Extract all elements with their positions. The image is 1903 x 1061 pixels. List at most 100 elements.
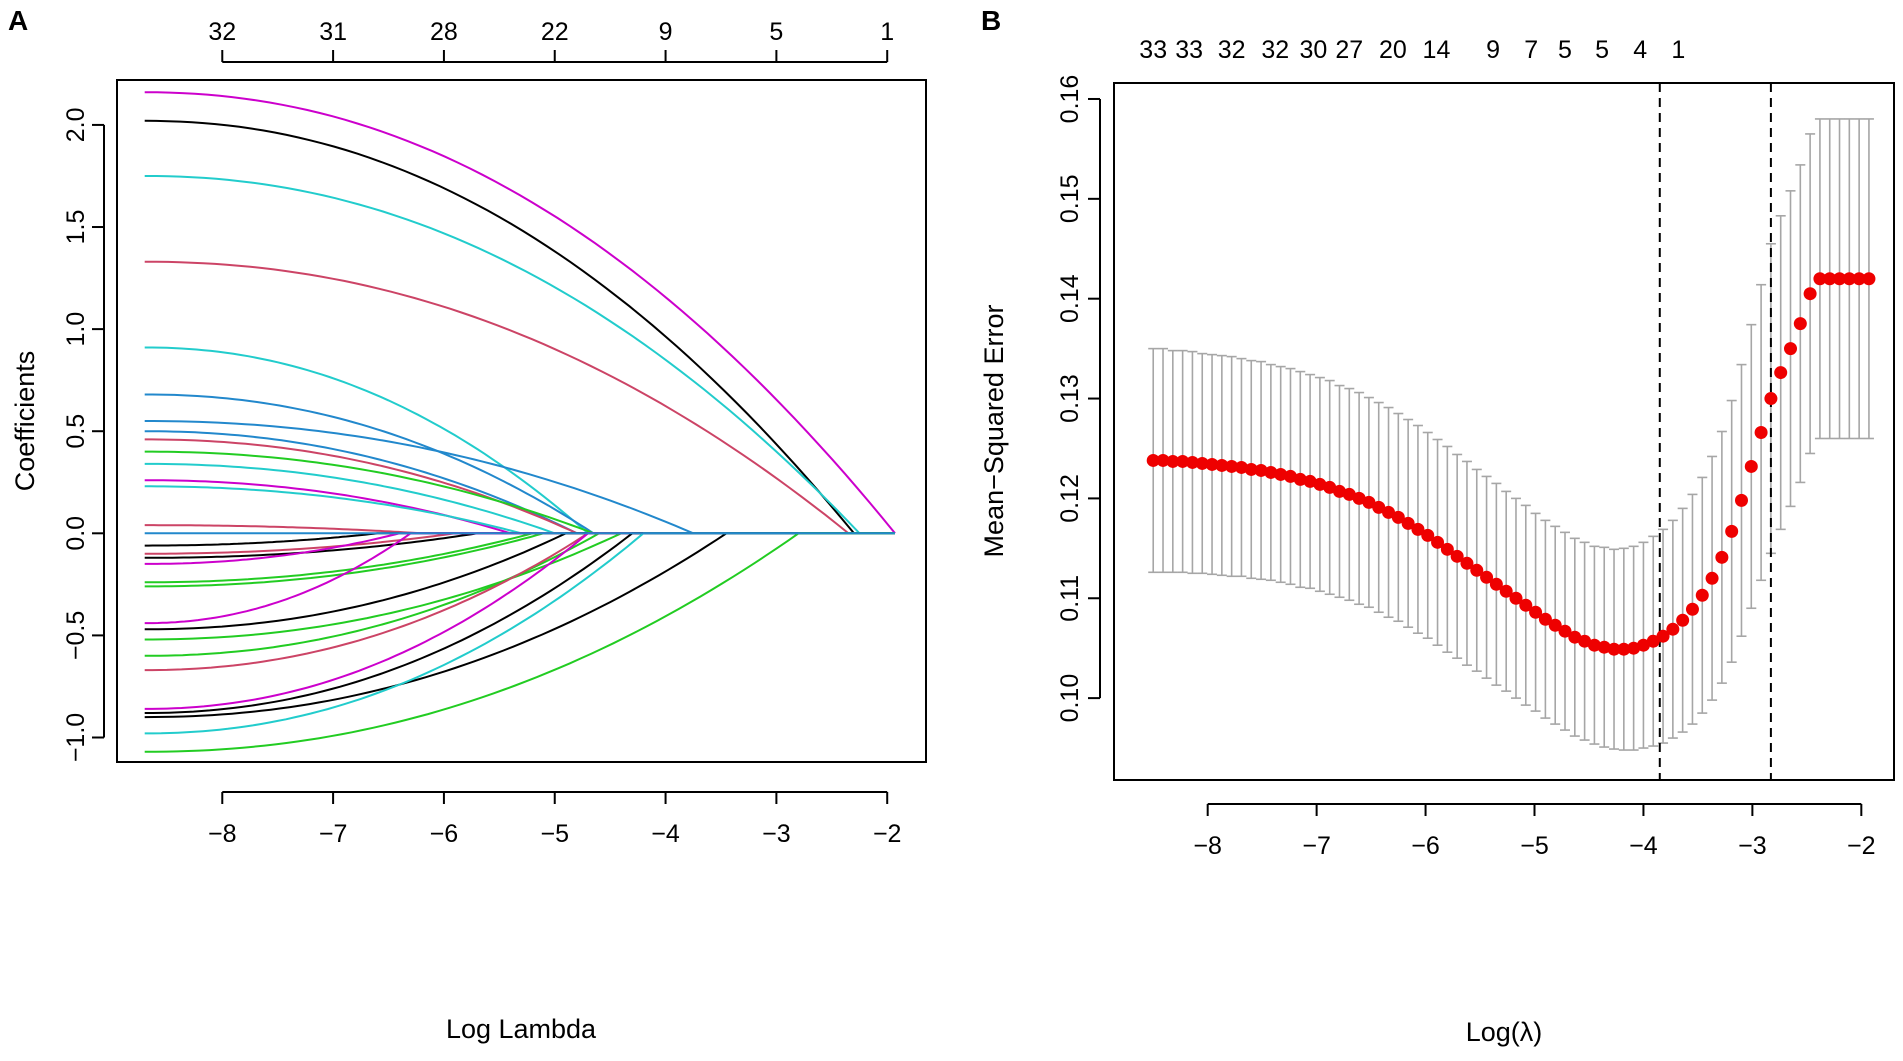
panel-a-x-tick-label: −5	[540, 820, 569, 848]
panel-b-x-tick-label: −6	[1411, 832, 1440, 860]
mse-point	[1323, 480, 1337, 494]
mse-point	[1293, 472, 1307, 486]
coefficient-path-3	[144, 175, 895, 535]
panel-a-x-tick-label: −6	[430, 820, 459, 848]
mse-point	[1234, 460, 1248, 474]
panel-b-x-axis-title: Log(λ)	[1466, 1017, 1543, 1047]
panel-b-y-axis: 0.10 0.11 0.12 0.13 0.14 0.15 0.16	[1056, 75, 1101, 722]
panel-b-top-tick-label: 9	[1486, 36, 1500, 64]
mse-point	[1244, 462, 1258, 476]
mse-point	[1195, 456, 1209, 470]
panel-b-top-tick-label: 32	[1261, 36, 1289, 64]
mse-point	[1411, 522, 1425, 536]
coefficient-path-22	[144, 532, 895, 631]
panel-a-y-axis-title: Coefficients	[10, 351, 40, 492]
mse-point	[1489, 577, 1503, 591]
mse-point	[1185, 455, 1199, 469]
panel-b-frame	[1113, 82, 1895, 781]
coefficient-path-29	[144, 532, 895, 735]
panel-b-y-tick-label: 0.12	[1056, 474, 1084, 523]
mse-point	[1793, 317, 1807, 331]
mse-point	[1146, 453, 1160, 467]
panel-a-top-tick-label: 31	[319, 18, 347, 46]
coefficient-path-20	[144, 532, 895, 588]
mse-point	[1813, 272, 1827, 286]
panel-a-x-tick-label: −3	[762, 820, 791, 848]
panel-b-x-axis: −8 −7 −6 −5 −4 −3 −2	[1193, 803, 1876, 860]
panel-b-x-tick-label: −4	[1629, 832, 1658, 860]
panel-a-top-tick-label: 1	[880, 18, 894, 46]
coefficient-path-21	[144, 532, 895, 625]
mse-point	[1656, 629, 1670, 643]
mse-point	[1685, 602, 1699, 616]
mse-point	[1842, 272, 1856, 286]
panel-a-series-group	[144, 91, 896, 753]
mse-point	[1568, 630, 1582, 644]
panel-a-x-tick-label: −8	[208, 820, 237, 848]
panel-b-y-tick-label: 0.16	[1056, 75, 1084, 124]
panel-a-top-axis: 32 31 28 22 9 5 1	[208, 18, 894, 63]
panel-b-x-tick-label: −5	[1520, 832, 1549, 860]
mse-point	[1852, 272, 1866, 286]
mse-point	[1391, 510, 1405, 524]
panel-b-cross-validation: B −8 −7 −6 −5 −4 −3 −2 0.100.110.120.130.140.1…	[979, 5, 1895, 1047]
mse-point	[1744, 459, 1758, 473]
mse-point	[1372, 500, 1386, 514]
coefficient-path-19	[144, 532, 895, 584]
panel-a-top-tick-label: 28	[430, 18, 458, 46]
mse-point	[1176, 454, 1190, 468]
coefficient-path-30	[144, 532, 895, 753]
panel-b-top-tick-label: 32	[1218, 36, 1246, 64]
mse-point	[1470, 563, 1484, 577]
panel-b-lambda-lines	[1658, 83, 1772, 780]
coefficient-path-26	[144, 532, 895, 710]
coefficient-path-7	[144, 420, 895, 535]
mse-point	[1225, 459, 1239, 473]
mse-point	[1823, 272, 1837, 286]
panel-a-x-tick-label: −2	[873, 820, 902, 848]
mse-point	[1303, 474, 1317, 488]
panel-a-x-axis: −8 −7 −6 −5 −4 −3 −2	[208, 791, 902, 848]
panel-a-x-axis-title: Log Lambda	[446, 1014, 597, 1044]
mse-point	[1754, 425, 1768, 439]
panel-b-x-tick-label: −2	[1847, 832, 1876, 860]
mse-point	[1440, 542, 1454, 556]
coefficient-path-1	[144, 91, 896, 534]
mse-point	[1725, 524, 1739, 538]
panel-b-y-axis-title: Mean−Squared Error	[979, 305, 1009, 558]
mse-point	[1509, 591, 1523, 605]
mse-point	[1519, 598, 1533, 612]
panel-a-x-tick-label: −7	[319, 820, 348, 848]
mse-point	[1421, 528, 1435, 542]
panel-b-x-tick-label: −3	[1738, 832, 1767, 860]
panel-b-top-tick-label: 7	[1524, 36, 1538, 64]
mse-point	[1382, 505, 1396, 519]
panel-a-top-tick-label: 9	[659, 18, 673, 46]
mse-point	[1666, 622, 1680, 636]
coefficient-path-5	[144, 346, 895, 535]
panel-a-top-tick-label: 22	[541, 18, 569, 46]
mse-point	[1558, 624, 1572, 638]
mse-point	[1499, 584, 1513, 598]
panel-b-y-tick-label: 0.15	[1056, 174, 1084, 223]
mse-point	[1636, 638, 1650, 652]
coefficient-path-8	[144, 430, 895, 535]
mse-point	[1480, 570, 1494, 584]
mse-point	[1450, 549, 1464, 563]
mse-point	[1274, 467, 1288, 481]
mse-point	[1362, 495, 1376, 509]
mse-point	[1627, 641, 1641, 655]
coefficient-path-13	[144, 485, 895, 535]
mse-point	[1156, 453, 1170, 467]
mse-point	[1607, 642, 1621, 656]
panel-a-y-tick-label: 0.5	[62, 414, 90, 449]
panel-a-label: A	[8, 5, 28, 36]
coefficient-path-18	[144, 532, 895, 565]
panel-a-y-tick-label: 0.0	[62, 516, 90, 551]
coefficient-path-6	[144, 393, 895, 535]
mse-point	[1695, 588, 1709, 602]
mse-point	[1803, 287, 1817, 301]
mse-point	[1676, 613, 1690, 627]
mse-point	[1597, 640, 1611, 654]
panel-b-top-tick-label: 4	[1633, 36, 1647, 64]
